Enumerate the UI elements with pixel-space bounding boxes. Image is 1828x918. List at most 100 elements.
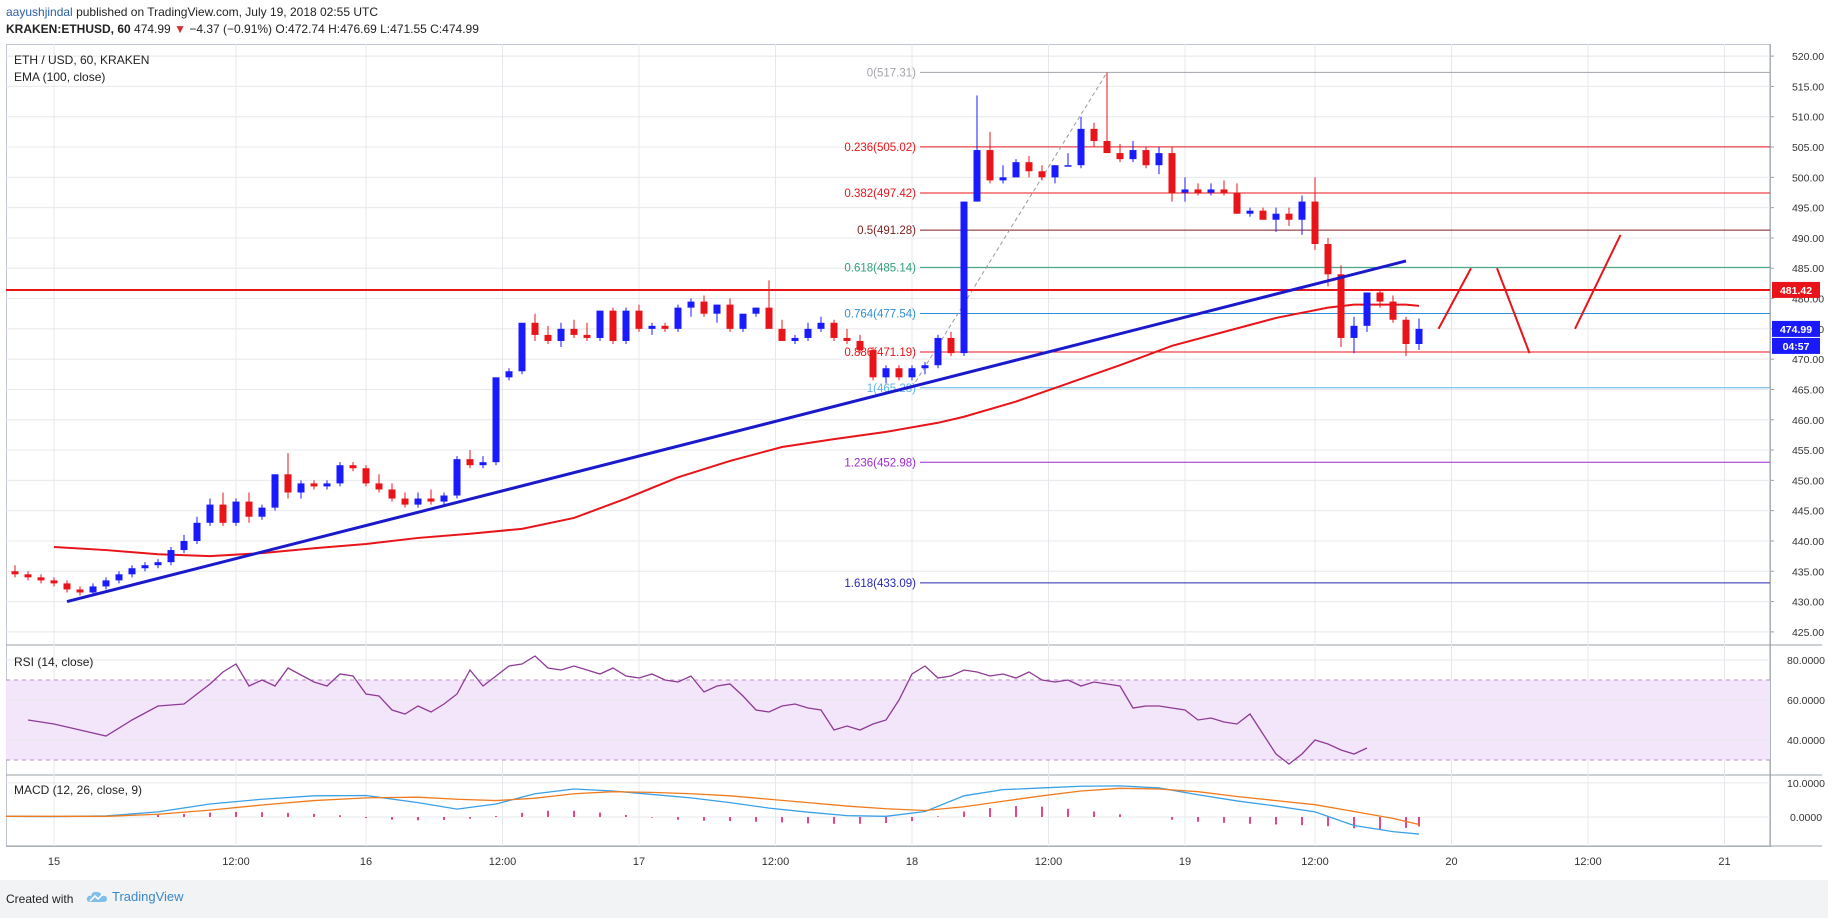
candle-down <box>843 337 851 341</box>
candle-up <box>115 574 123 581</box>
price-tick-label: 490.00 <box>1792 233 1824 245</box>
candle-up <box>1012 162 1020 178</box>
candle-down <box>856 340 864 351</box>
time-tick-label: 15 <box>48 856 60 868</box>
support-trendline[interactable] <box>66 259 1407 604</box>
price-tick-label: 495.00 <box>1792 203 1824 215</box>
candle-down <box>388 489 396 499</box>
candle-up <box>752 307 760 314</box>
fib-label-0.886: 0.886(471.19) <box>844 347 916 359</box>
candle-up <box>739 313 747 329</box>
price-tick-label: 505.00 <box>1792 142 1824 154</box>
candle-up <box>960 201 968 354</box>
candle-down <box>1389 301 1397 320</box>
price-tick-label: 520.00 <box>1792 51 1824 63</box>
chart-title: ETH / USD, 60, KRAKEN <box>14 53 149 67</box>
candle-up <box>1298 201 1306 220</box>
ohlc-values: O:472.74 H:476.69 L:471.55 C:474.99 <box>275 22 479 36</box>
candle-up <box>882 368 890 378</box>
chart-area[interactable]: 15 12:00 16 12:00 17 12:00 18 12:00 19 12:00 20 12:… <box>0 0 1828 880</box>
macd-pane[interactable]: 0.0000 10.0000 MACD (12, 26, close, 9) <box>5 778 1825 835</box>
candle-up <box>518 322 526 372</box>
projection-arrow <box>1437 267 1472 330</box>
fib-label-1: 1(465.28) <box>867 383 916 395</box>
price-tick-label: 430.00 <box>1792 597 1824 609</box>
price-tick-label: 465.00 <box>1792 384 1824 396</box>
candle-down <box>219 504 227 523</box>
main-plot[interactable]: 0(517.31) 0.236(505.02) 0.382(497.42) 0.5(4… <box>0 67 1770 604</box>
candle-up <box>271 474 279 508</box>
fib-label-0.5: 0.5(491.28) <box>857 225 916 237</box>
candle-up <box>492 377 500 463</box>
candle-down <box>466 459 474 466</box>
candle-up <box>505 371 513 378</box>
candle-down <box>1337 274 1345 338</box>
fib-label-0.618: 0.618(485.14) <box>844 262 916 274</box>
candle-up <box>193 522 201 541</box>
fib-label-0.764: 0.764(477.54) <box>844 308 916 320</box>
price-tick-label: 500.00 <box>1792 172 1824 184</box>
candle-down <box>1038 171 1046 178</box>
publish-line: aayushjindal published on TradingView.co… <box>6 4 378 20</box>
candle-up <box>687 301 695 308</box>
countdown-tag-label: 04:57 <box>1783 341 1810 353</box>
time-tick-label: 12:00 <box>762 856 790 868</box>
candle-down <box>1116 153 1124 160</box>
footer: Created with TradingView <box>0 880 1828 918</box>
candle-up <box>791 337 799 341</box>
candle-down <box>63 583 71 590</box>
candle-up <box>1051 165 1059 178</box>
candle-up <box>453 459 461 496</box>
candle-up <box>180 540 188 551</box>
candle-down <box>1259 210 1267 220</box>
price-tick-label: 485.00 <box>1792 263 1824 275</box>
tradingview-logo[interactable]: TradingView <box>86 889 184 904</box>
candle-down <box>11 571 19 575</box>
rsi-band <box>6 680 1770 760</box>
rsi-title: RSI (14, close) <box>14 655 93 669</box>
candle-up <box>713 304 721 314</box>
candle-down <box>401 498 409 505</box>
author-link[interactable]: aayushjindal <box>6 5 73 19</box>
price-tick-label: 425.00 <box>1792 627 1824 639</box>
candle-down <box>895 368 903 378</box>
candle-up <box>999 177 1007 181</box>
candle-up <box>89 586 97 593</box>
fib-label-0.382: 0.382(497.42) <box>844 188 916 200</box>
candle-down <box>1220 189 1228 193</box>
candle-up <box>232 501 240 523</box>
candle-up <box>1415 328 1423 344</box>
candle-down <box>869 350 877 378</box>
price-tick-label: 435.00 <box>1792 566 1824 578</box>
candle-up <box>154 562 162 566</box>
rsi-pane[interactable]: 40.0000 60.0000 80.0000 RSI (14, close) <box>6 655 1825 765</box>
candle-down <box>583 334 591 338</box>
candle-down <box>1025 162 1033 172</box>
candle-down <box>986 150 994 181</box>
price-change: −4.37 (−0.91%) <box>189 22 273 36</box>
symbol-line: KRAKEN:ETHUSD, 60 474.99 ▼ −4.37 (−0.91%… <box>6 21 479 37</box>
candle-down <box>661 325 669 329</box>
last-price: 474.99 <box>134 22 171 36</box>
candle-up <box>440 495 448 502</box>
created-with-text: Created with <box>6 892 74 906</box>
candle-down <box>635 310 643 329</box>
time-tick-label: 12:00 <box>1574 856 1602 868</box>
price-tick-label: 450.00 <box>1792 475 1824 487</box>
candle-down <box>544 334 552 341</box>
candle-up <box>141 565 149 569</box>
candle-up <box>921 365 929 369</box>
candle-up <box>1272 213 1280 220</box>
candle-up <box>206 504 214 523</box>
candle-up <box>973 150 981 202</box>
candle-up <box>258 507 266 517</box>
candle-down <box>1376 292 1384 302</box>
candle-up <box>674 307 682 329</box>
price-tick-label: 515.00 <box>1792 81 1824 93</box>
candle-up <box>167 550 175 563</box>
candle-down <box>1402 319 1410 344</box>
rsi-line <box>27 655 1368 765</box>
time-tick-label: 12:00 <box>1301 856 1329 868</box>
ema-label: EMA (100, close) <box>14 70 105 84</box>
symbol-label: KRAKEN:ETHUSD, 60 <box>6 22 131 36</box>
